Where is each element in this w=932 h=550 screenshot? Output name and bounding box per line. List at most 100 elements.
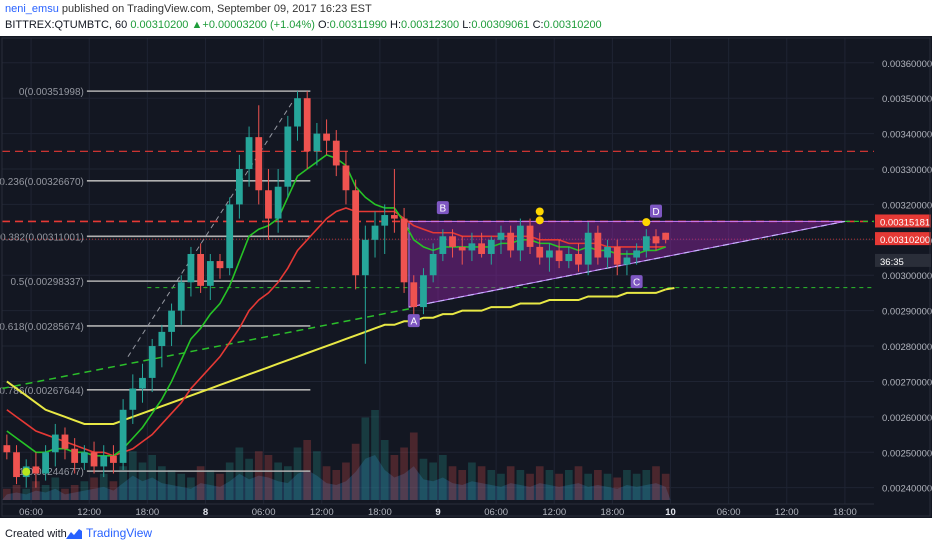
volume-bar — [400, 447, 408, 500]
candle-body — [487, 239, 495, 254]
chart-header: neni_emsu published on TradingView.com, … — [0, 0, 932, 36]
volume-bar — [235, 447, 244, 500]
candle — [61, 427, 69, 460]
volume-bar — [332, 470, 341, 500]
candle — [458, 236, 466, 265]
candle-body — [245, 137, 253, 170]
volume-bar — [342, 462, 350, 500]
candle-body — [80, 452, 88, 463]
ohlc-line: BITTREX:QTUMBTC, 60 0.00310200 ▲+0.00003… — [5, 19, 602, 31]
candle — [274, 169, 282, 233]
volume-bar — [254, 451, 263, 500]
volume-bar — [61, 488, 69, 500]
price-chart[interactable]: 0(0.00351998) 0.236(0.00326670) 0.382(0.00… — [0, 36, 932, 518]
candle — [323, 119, 330, 155]
candle-body — [32, 466, 40, 474]
volume-bar — [506, 466, 515, 500]
volume-bar — [109, 481, 118, 500]
candle-body — [584, 232, 592, 265]
candle-body — [235, 169, 243, 205]
volume-bar — [80, 481, 89, 500]
ema-mid-line — [6, 207, 666, 457]
volume-bar — [526, 473, 534, 500]
candle — [478, 232, 485, 258]
candle-body — [400, 218, 408, 283]
candle — [400, 207, 408, 293]
time-tick-label: 12:00 — [775, 507, 799, 518]
volume-ma-area — [2, 455, 671, 500]
fib-trend-line — [127, 101, 294, 357]
volume-bar — [303, 440, 312, 500]
time-tick-label: 9 — [435, 507, 440, 518]
candle-body — [420, 275, 427, 308]
volume-bar — [196, 466, 205, 500]
volume-bar — [322, 466, 331, 500]
price-tag-bg — [875, 232, 931, 246]
candle — [449, 229, 456, 258]
volume-bar — [138, 462, 147, 500]
volume-bar — [3, 488, 11, 500]
publish-info: published on TradingView.com, September … — [61, 3, 372, 15]
pattern-point-badge — [650, 204, 662, 218]
candle — [565, 246, 573, 269]
candle-body — [410, 282, 418, 308]
price-tick-label: 0.00280000 — [882, 342, 932, 353]
candle-body — [352, 190, 360, 276]
candle — [516, 218, 524, 262]
candle — [420, 268, 427, 315]
signal-dot — [22, 467, 31, 476]
tradingview-brand[interactable]: TradingView — [66, 526, 152, 540]
sma-slow-tail — [665, 286, 675, 291]
candle — [662, 232, 670, 244]
candle — [342, 151, 350, 205]
candle-body — [497, 232, 505, 240]
time-tick-label: 8 — [203, 507, 208, 518]
price-change: +0.00003200 (+1.04%) — [202, 19, 315, 31]
price-tick-label: 0.00340000 — [882, 130, 932, 141]
volume-bar — [594, 470, 602, 500]
volume-bar — [613, 477, 622, 500]
volume-bar — [564, 470, 573, 500]
volume-bar — [283, 466, 292, 500]
pattern-point-label: A — [410, 317, 417, 328]
volume-bar — [371, 410, 379, 500]
price-tick-label: 0.00240000 — [882, 484, 932, 495]
candle-body — [129, 388, 137, 410]
candle — [177, 275, 185, 325]
candle — [294, 91, 301, 141]
author-link[interactable]: neni_emsu — [5, 3, 59, 15]
uptrend-line — [1, 308, 410, 390]
volume-bar — [90, 477, 98, 500]
candle — [613, 239, 621, 276]
price-tick-label: 0.00320000 — [882, 200, 932, 211]
volume-bar — [555, 473, 563, 500]
candle — [42, 445, 49, 481]
volume-bar — [128, 451, 137, 500]
candle-body — [429, 253, 437, 276]
candle — [633, 243, 641, 265]
volume-bar — [642, 470, 651, 500]
volume-bar — [167, 470, 176, 500]
candle-body — [516, 225, 524, 251]
candle-body — [71, 448, 79, 463]
publish-line: neni_emsu published on TradingView.com, … — [5, 3, 372, 15]
grid-lines — [2, 38, 874, 504]
candle-body — [449, 236, 456, 247]
volume-bar — [477, 466, 486, 500]
chart-background — [0, 36, 932, 518]
candle — [536, 232, 544, 265]
volume-bar — [225, 462, 234, 500]
candle-body — [313, 133, 321, 152]
candle — [80, 445, 88, 470]
candle-body — [613, 246, 621, 265]
volume-bar — [216, 473, 224, 500]
candle — [507, 225, 515, 258]
fib-level-label: 0.5(0.00298337) — [10, 277, 83, 288]
price-tag-label: 0.00310200 — [880, 235, 930, 246]
volume-bar — [41, 485, 50, 500]
volume-bar — [119, 466, 127, 500]
pattern-point-label: C — [633, 278, 640, 289]
candle-body — [265, 190, 272, 219]
close-value: 0.00310200 — [543, 19, 602, 31]
candle — [216, 253, 224, 279]
